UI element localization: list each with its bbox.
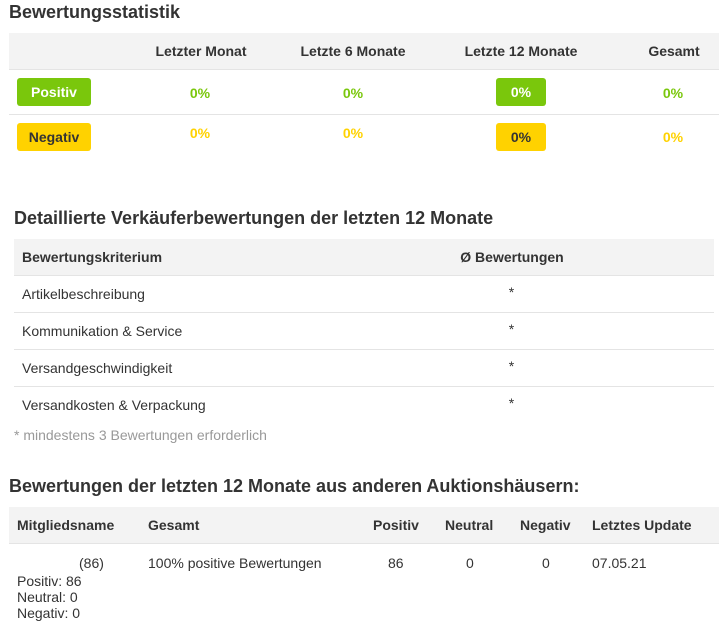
other-houses-title: Bewertungen der letzten 12 Monate aus an… bbox=[9, 476, 580, 496]
other-header-row: Mitgliedsname Gesamt Positiv Neutral Neg… bbox=[9, 507, 719, 544]
criterion-rating: * bbox=[508, 284, 515, 300]
col-positive: Positiv bbox=[373, 517, 419, 533]
negative-total: 0% bbox=[662, 129, 684, 145]
col-last-6-months: Letzte 6 Monate bbox=[300, 43, 406, 59]
member-rating-count: (86) bbox=[79, 555, 104, 571]
other-houses-table: Mitgliedsname Gesamt Positiv Neutral Neg… bbox=[9, 507, 719, 624]
negative-badge: Negativ bbox=[17, 123, 91, 151]
detail-table: Bewertungskriterium Ø Bewertungen Artike… bbox=[14, 239, 714, 423]
positive-count: 86 bbox=[388, 555, 404, 571]
criterion-rating: * bbox=[508, 395, 515, 411]
positive-last-month: 0% bbox=[189, 85, 211, 101]
total-summary: 100% positive Bewertungen bbox=[148, 555, 322, 571]
col-last-update: Letztes Update bbox=[592, 517, 692, 533]
breakdown-negative: Negativ: 0 bbox=[17, 605, 81, 621]
positive-last-12-months: 0% bbox=[496, 78, 546, 106]
stats-row-negative: Negativ 0% 0% 0% 0% bbox=[9, 115, 719, 159]
detail-title: Detaillierte Verkäuferbewertungen der le… bbox=[14, 208, 494, 228]
negative-last-12-months: 0% bbox=[496, 123, 546, 151]
criterion-label: Kommunikation & Service bbox=[22, 323, 183, 339]
col-total: Gesamt bbox=[148, 517, 200, 533]
criterion-rating: * bbox=[508, 358, 515, 374]
other-row: (86) Positiv: 86 Neutral: 0 Negativ: 0 1… bbox=[9, 544, 719, 624]
col-neutral: Neutral bbox=[445, 517, 494, 533]
breakdown-neutral: Neutral: 0 bbox=[17, 589, 78, 605]
criterion-label: Artikelbeschreibung bbox=[22, 286, 145, 302]
col-avg-rating: Ø Bewertungen bbox=[460, 249, 564, 265]
criterion-label: Versandgeschwindigkeit bbox=[22, 360, 173, 376]
criterion-label: Versandkosten & Verpackung bbox=[22, 397, 206, 413]
col-last-12-months: Letzte 12 Monate bbox=[464, 43, 578, 59]
positive-badge: Positiv bbox=[17, 78, 91, 106]
breakdown-positive: Positiv: 86 bbox=[17, 573, 82, 589]
detail-row: Versandgeschwindigkeit * bbox=[14, 350, 714, 387]
detail-row: Versandkosten & Verpackung * bbox=[14, 387, 714, 423]
col-criterion: Bewertungskriterium bbox=[22, 249, 163, 265]
stats-row-positive: Positiv 0% 0% 0% 0% bbox=[9, 70, 719, 115]
positive-total: 0% bbox=[662, 85, 684, 101]
last-update-date: 07.05.21 bbox=[592, 555, 647, 571]
col-negative: Negativ bbox=[520, 517, 571, 533]
col-last-month: Letzter Monat bbox=[155, 43, 247, 59]
stats-table: Letzter Monat Letzte 6 Monate Letzte 12 … bbox=[9, 33, 719, 159]
col-member-name: Mitgliedsname bbox=[17, 517, 115, 533]
negative-count: 0 bbox=[542, 555, 550, 571]
criterion-rating: * bbox=[508, 321, 515, 337]
negative-last-6-months: 0% bbox=[342, 125, 364, 141]
col-total: Gesamt bbox=[648, 43, 700, 59]
detail-row: Artikelbeschreibung * bbox=[14, 276, 714, 313]
negative-last-month: 0% bbox=[189, 125, 211, 141]
detail-header-row: Bewertungskriterium Ø Bewertungen bbox=[14, 239, 714, 276]
stats-header-row: Letzter Monat Letzte 6 Monate Letzte 12 … bbox=[9, 33, 719, 70]
stats-title: Bewertungsstatistik bbox=[9, 2, 181, 22]
neutral-count: 0 bbox=[466, 555, 474, 571]
detail-row: Kommunikation & Service * bbox=[14, 313, 714, 350]
min-ratings-note: * mindestens 3 Bewertungen erforderlich bbox=[14, 427, 267, 443]
positive-last-6-months: 0% bbox=[342, 85, 364, 101]
